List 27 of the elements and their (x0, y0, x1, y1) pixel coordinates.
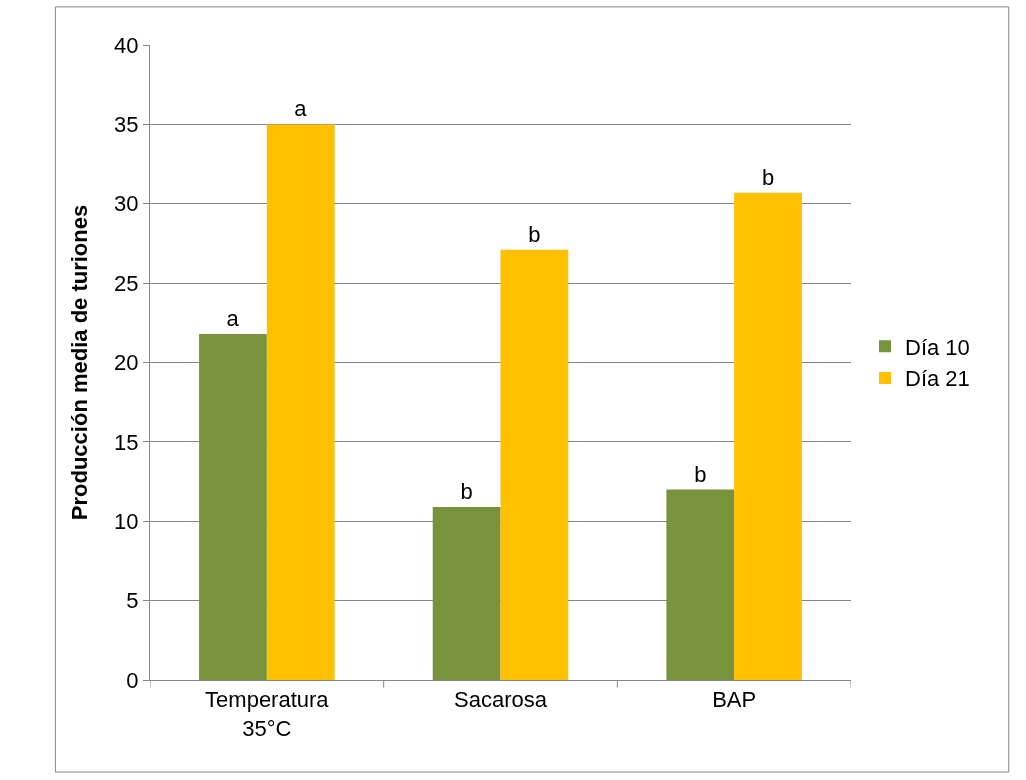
y-tick-label: 20 (114, 350, 139, 376)
data-label: b (528, 221, 541, 247)
bar (500, 249, 569, 680)
x-tick-label: BAP (712, 687, 757, 713)
data-label: a (294, 96, 308, 122)
bar (734, 192, 802, 680)
bar (199, 333, 267, 680)
y-tick-label: 10 (114, 508, 139, 534)
x-tick-label: Sacarosa (454, 687, 548, 713)
data-label: a (226, 305, 240, 331)
y-axis-title: Producción media de turiones (66, 204, 92, 521)
data-label: b (460, 478, 473, 504)
y-tick-label: 40 (114, 32, 139, 58)
data-label: b (761, 164, 775, 190)
y-tick-label: 0 (126, 667, 139, 693)
y-tick-label: 30 (114, 191, 139, 217)
y-tick-label: 15 (114, 429, 139, 455)
x-tick-label: Temperatura 35°C (205, 687, 330, 741)
bar (432, 506, 501, 680)
legend-label: Día 21 (905, 366, 970, 392)
y-tick-label: 35 (114, 112, 139, 138)
y-tick-label: 5 (126, 588, 139, 614)
legend-label: Día 10 (905, 334, 970, 360)
bar (266, 124, 335, 680)
y-tick-label: 25 (114, 270, 139, 296)
data-label: b (694, 461, 707, 487)
bar (666, 489, 735, 680)
